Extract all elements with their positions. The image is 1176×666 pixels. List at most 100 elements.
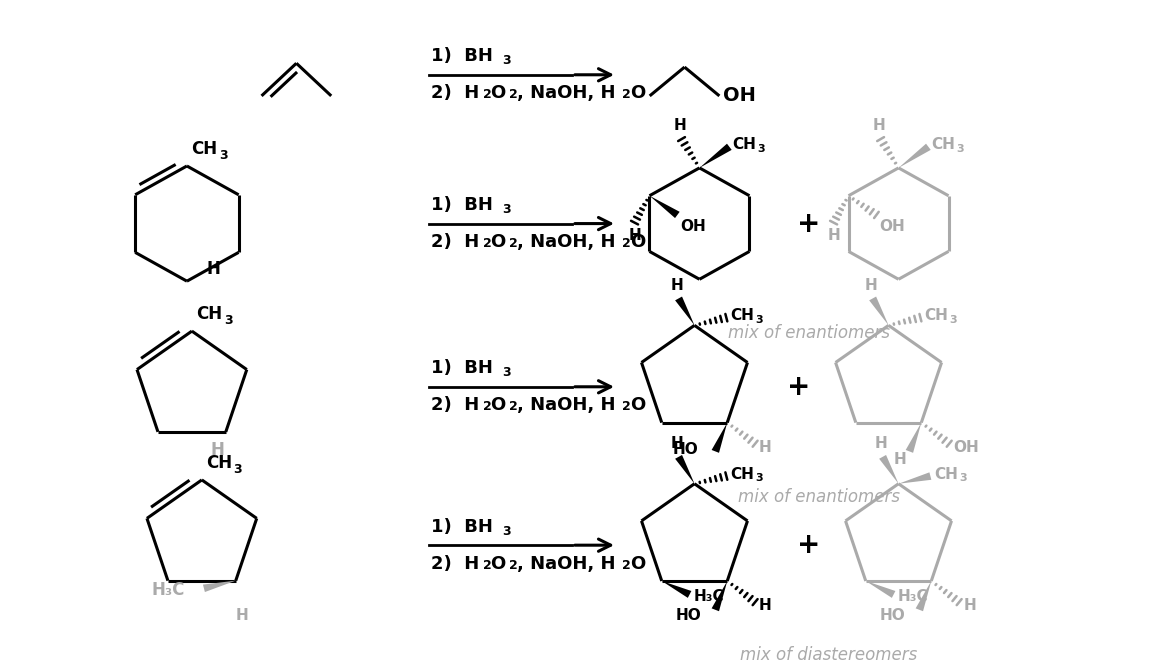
Text: mix of enantiomers: mix of enantiomers — [737, 488, 900, 505]
Text: 1)  BH: 1) BH — [430, 196, 493, 214]
Text: OH: OH — [723, 87, 756, 105]
Text: CH: CH — [924, 308, 948, 323]
Text: O: O — [490, 555, 506, 573]
Polygon shape — [711, 423, 727, 453]
Text: HO: HO — [880, 608, 906, 623]
Polygon shape — [700, 144, 731, 168]
Text: 2: 2 — [622, 400, 630, 413]
Text: HO: HO — [673, 442, 699, 457]
Text: 2: 2 — [482, 237, 492, 250]
Polygon shape — [916, 581, 931, 611]
Text: 3: 3 — [956, 144, 964, 154]
Text: CH: CH — [191, 141, 218, 159]
Text: 1)  BH: 1) BH — [430, 359, 493, 377]
Text: H: H — [759, 599, 771, 613]
Text: H: H — [759, 440, 771, 455]
Text: , NaOH, H: , NaOH, H — [517, 396, 616, 414]
Text: H: H — [873, 119, 886, 133]
Polygon shape — [203, 581, 235, 592]
Text: 3: 3 — [755, 314, 763, 324]
Text: +: + — [797, 531, 821, 559]
Text: H: H — [670, 278, 683, 292]
Text: H₃C: H₃C — [897, 589, 928, 604]
Text: H: H — [235, 607, 248, 623]
Polygon shape — [880, 455, 898, 484]
Text: H: H — [628, 228, 641, 243]
Polygon shape — [906, 423, 921, 453]
Text: OH: OH — [954, 440, 978, 455]
Polygon shape — [675, 455, 695, 484]
Text: H: H — [963, 599, 976, 613]
Polygon shape — [675, 296, 695, 325]
Text: OH: OH — [681, 218, 706, 234]
Text: O: O — [490, 233, 506, 251]
Text: 1)  BH: 1) BH — [430, 517, 493, 535]
Text: +: + — [797, 210, 821, 238]
Text: , NaOH, H: , NaOH, H — [517, 233, 616, 251]
Text: H: H — [211, 442, 225, 460]
Text: 3: 3 — [949, 314, 957, 324]
Text: 3: 3 — [219, 149, 227, 162]
Text: 2: 2 — [482, 88, 492, 101]
Text: HO: HO — [675, 608, 701, 623]
Text: 2: 2 — [509, 237, 519, 250]
Text: 2)  H: 2) H — [430, 233, 479, 251]
Polygon shape — [649, 196, 680, 218]
Text: 3: 3 — [757, 144, 764, 154]
Polygon shape — [898, 472, 931, 484]
Text: CH: CH — [730, 308, 754, 323]
Text: O: O — [490, 85, 506, 103]
Text: H: H — [670, 436, 683, 451]
Polygon shape — [662, 581, 691, 598]
Text: 2: 2 — [509, 88, 519, 101]
Polygon shape — [898, 144, 930, 168]
Text: O: O — [630, 233, 646, 251]
Text: H: H — [673, 119, 686, 133]
Text: 2)  H: 2) H — [430, 85, 479, 103]
Text: 2: 2 — [509, 559, 519, 571]
Text: O: O — [630, 396, 646, 414]
Text: 2: 2 — [482, 400, 492, 413]
Text: CH: CH — [730, 467, 754, 482]
Text: 3: 3 — [223, 314, 233, 327]
Text: O: O — [630, 85, 646, 103]
Text: 2: 2 — [622, 88, 630, 101]
Text: H₃C: H₃C — [152, 581, 185, 599]
Text: 2)  H: 2) H — [430, 555, 479, 573]
Polygon shape — [869, 296, 889, 325]
Text: CH: CH — [206, 454, 232, 472]
Text: OH: OH — [880, 218, 906, 234]
Text: 3: 3 — [502, 203, 512, 216]
Text: 2: 2 — [622, 559, 630, 571]
Text: , NaOH, H: , NaOH, H — [517, 555, 616, 573]
Text: 1)  BH: 1) BH — [430, 47, 493, 65]
Text: H₃C: H₃C — [694, 589, 724, 604]
Text: O: O — [490, 396, 506, 414]
Text: H: H — [827, 228, 840, 243]
Text: 2: 2 — [482, 559, 492, 571]
Text: CH: CH — [733, 137, 756, 153]
Text: 3: 3 — [502, 366, 512, 379]
Text: 2: 2 — [622, 237, 630, 250]
Text: H: H — [894, 452, 907, 467]
Text: 3: 3 — [234, 463, 242, 476]
Text: 3: 3 — [502, 525, 512, 537]
Text: H: H — [864, 278, 877, 292]
Text: 2)  H: 2) H — [430, 396, 479, 414]
Polygon shape — [711, 581, 727, 611]
Text: , NaOH, H: , NaOH, H — [517, 85, 616, 103]
Text: mix of diastereomers: mix of diastereomers — [740, 646, 917, 664]
Text: H: H — [874, 436, 887, 451]
Text: O: O — [630, 555, 646, 573]
Text: mix of enantiomers: mix of enantiomers — [728, 324, 890, 342]
Polygon shape — [866, 581, 895, 598]
Text: CH: CH — [935, 467, 958, 482]
Text: H: H — [207, 260, 221, 278]
Text: 3: 3 — [960, 473, 967, 483]
Text: 3: 3 — [755, 473, 763, 483]
Text: 2: 2 — [509, 400, 519, 413]
Text: 3: 3 — [502, 54, 512, 67]
Text: CH: CH — [931, 137, 955, 153]
Text: CH: CH — [196, 306, 222, 324]
Text: +: + — [787, 373, 810, 401]
